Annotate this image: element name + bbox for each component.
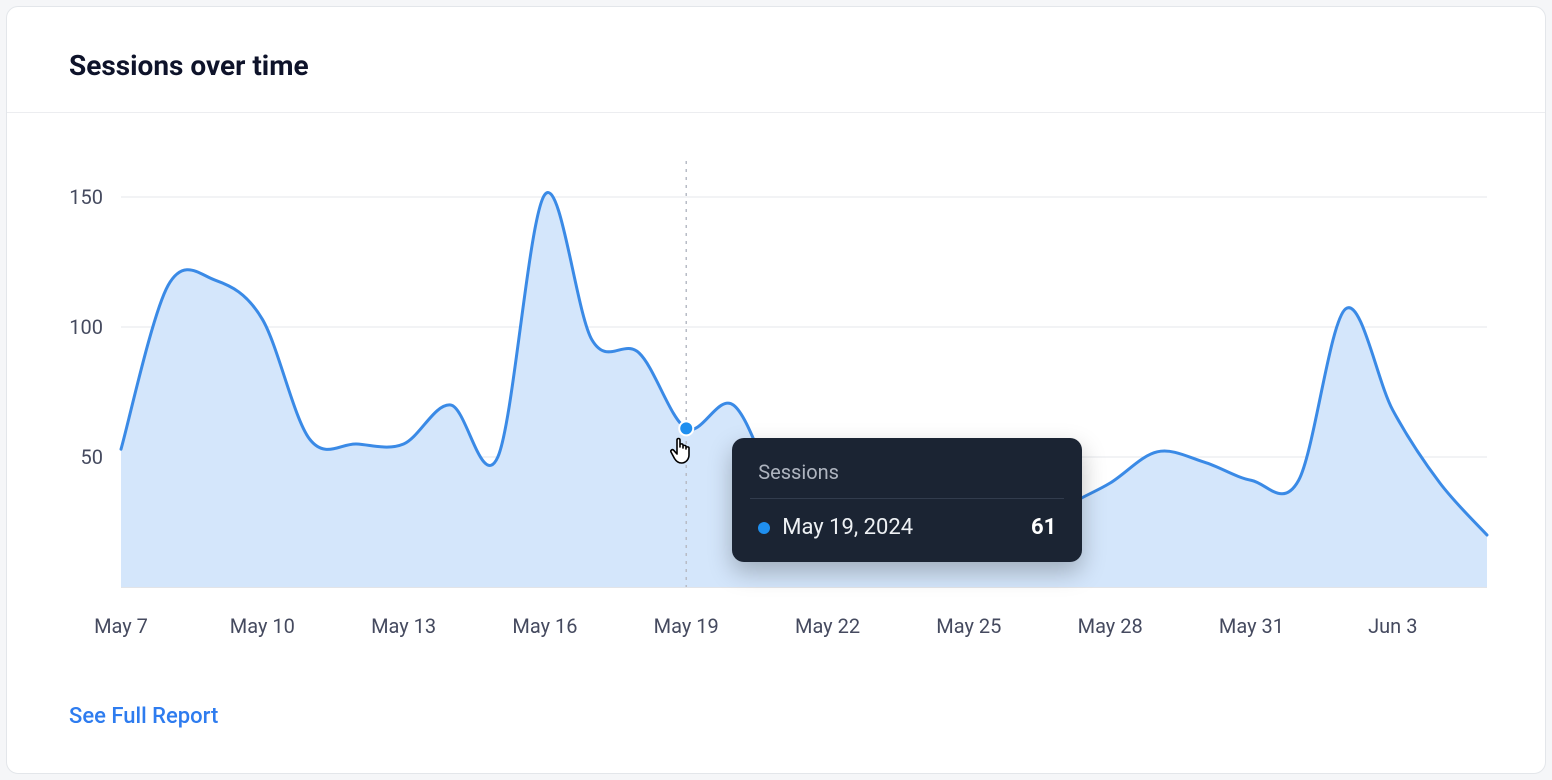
card-title: Sessions over time [69, 49, 1483, 82]
svg-text:May 19: May 19 [654, 614, 719, 638]
tooltip-left: May 19, 2024 [758, 515, 913, 540]
chart-container: 50 100 150 May 7 May 10 May 13 May 16 May 19 May… [7, 113, 1545, 671]
svg-text:May 13: May 13 [371, 614, 436, 638]
svg-text:Jun 3: Jun 3 [1368, 614, 1417, 638]
svg-text:50: 50 [81, 445, 103, 469]
sessions-area-chart[interactable]: 50 100 150 May 7 May 10 May 13 May 16 May 19 May… [37, 141, 1507, 671]
svg-text:May 25: May 25 [936, 614, 1001, 638]
tooltip-row: May 19, 2024 61 [758, 515, 1056, 540]
tooltip-value: 61 [1031, 515, 1056, 540]
svg-text:May 16: May 16 [512, 614, 577, 638]
svg-text:May 7: May 7 [94, 614, 148, 638]
chart-card: Sessions over time 50 100 150 May 7 May 10 Ma… [6, 6, 1546, 774]
see-full-report-link[interactable]: See Full Report [69, 704, 218, 729]
svg-text:May 10: May 10 [230, 614, 295, 638]
tooltip-separator [750, 498, 1064, 499]
svg-text:100: 100 [69, 315, 103, 339]
card-header: Sessions over time [7, 7, 1545, 113]
svg-text:May 22: May 22 [795, 614, 860, 638]
tooltip-title: Sessions [758, 460, 1056, 484]
svg-text:May 28: May 28 [1078, 614, 1143, 638]
page-root: Sessions over time 50 100 150 May 7 May 10 Ma… [0, 0, 1552, 780]
tooltip-series-dot-icon [758, 522, 770, 534]
svg-text:May 31: May 31 [1219, 614, 1284, 638]
chart-tooltip: Sessions May 19, 2024 61 [732, 438, 1082, 562]
tooltip-date: May 19, 2024 [782, 515, 913, 540]
svg-text:150: 150 [69, 185, 103, 209]
